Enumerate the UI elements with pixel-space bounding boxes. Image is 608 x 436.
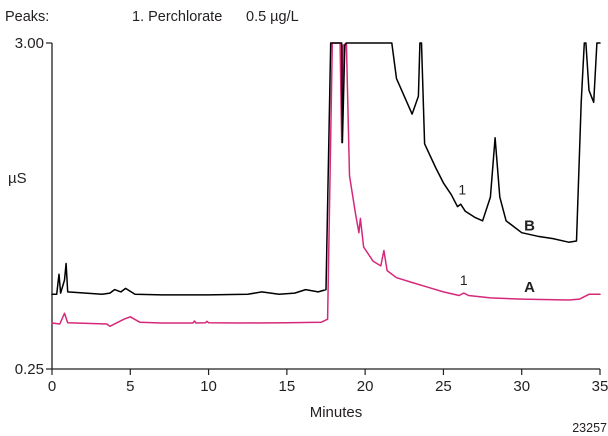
x-tick-label: 0 xyxy=(48,378,56,395)
x-axis-label: Minutes xyxy=(310,404,363,421)
trace-a xyxy=(51,42,601,328)
chart-header: Peaks: 1. Perchlorate 0.5 µg/L xyxy=(5,9,299,25)
x-tick-label: 20 xyxy=(357,378,374,395)
peak-label-a: 1 xyxy=(460,272,468,288)
figure-id: 23257 xyxy=(572,421,607,435)
series-layer xyxy=(51,42,601,328)
annotation-layer: 1 1 B A xyxy=(458,182,535,296)
y-tick-label: 3.00 xyxy=(15,35,44,52)
trace-b xyxy=(51,42,601,296)
x-tick-label: 5 xyxy=(126,378,134,395)
x-tick-label: 15 xyxy=(279,378,296,395)
x-ticks: 0 5 10 15 20 25 30 35 xyxy=(48,369,608,395)
peak-entry: 1. Perchlorate xyxy=(132,9,222,25)
trace-label-b: B xyxy=(524,217,535,234)
trace-label-a: A xyxy=(524,279,535,296)
peak-amount: 0.5 µg/L xyxy=(246,9,299,25)
x-tick-label: 10 xyxy=(200,378,217,395)
peak-label-b: 1 xyxy=(458,182,466,198)
axes xyxy=(51,43,600,370)
y-ticks: 0.25 3.00 xyxy=(15,35,52,378)
y-axis-label: µS xyxy=(8,170,27,187)
peaks-label: Peaks: xyxy=(5,9,49,25)
x-tick-label: 35 xyxy=(592,378,608,395)
y-tick-label: 0.25 xyxy=(15,361,44,378)
x-tick-label: 30 xyxy=(513,378,530,395)
x-tick-label: 25 xyxy=(435,378,452,395)
